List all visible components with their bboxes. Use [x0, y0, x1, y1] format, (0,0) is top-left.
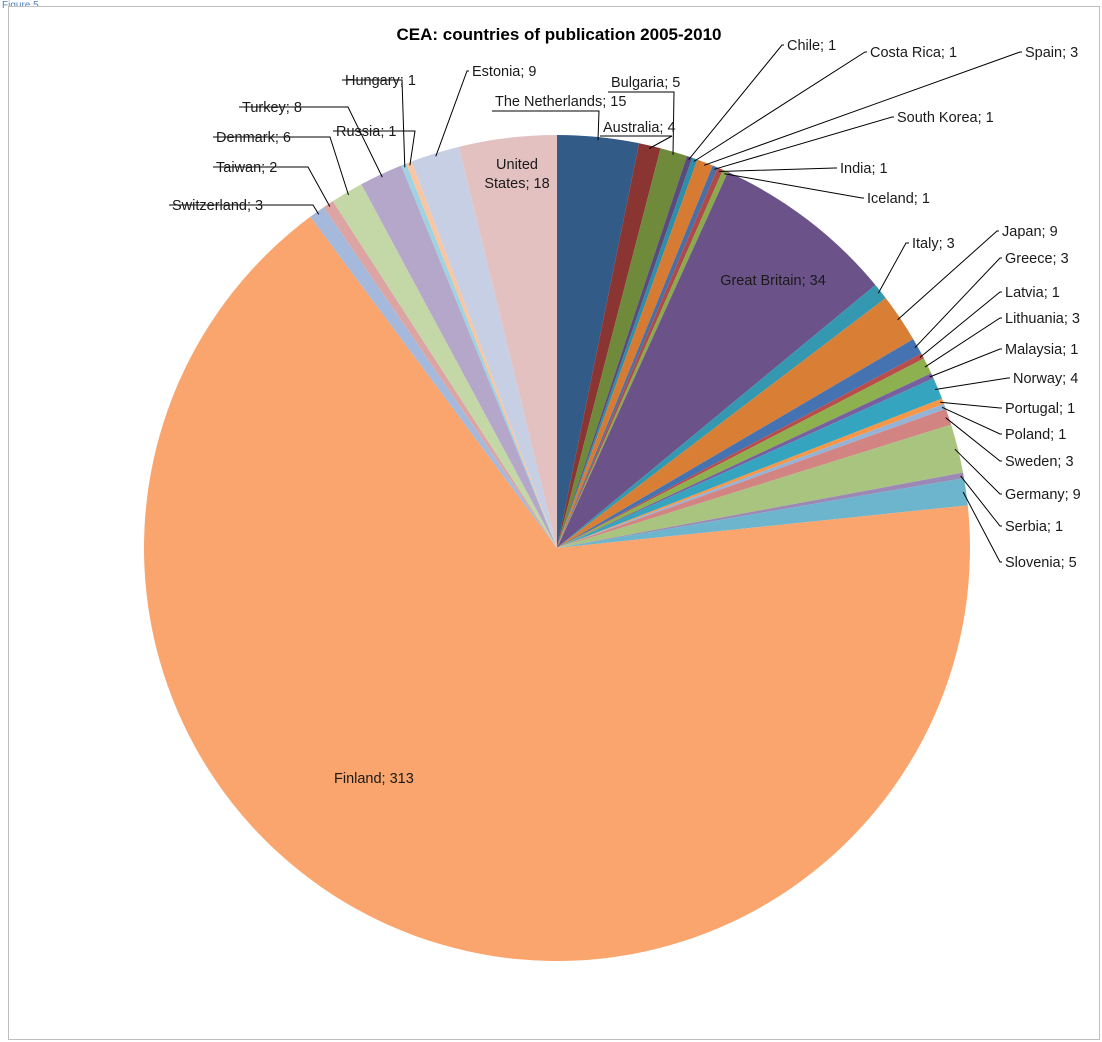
slice-japan: [557, 297, 914, 548]
leader-australia: [600, 135, 673, 149]
slice-norway: [557, 378, 943, 548]
slice-russia: [406, 161, 557, 548]
slice-south-korea: [557, 165, 718, 548]
leader-lithuania: [924, 317, 1002, 368]
slice-turkey: [361, 165, 557, 548]
label-india: India; 1: [840, 161, 888, 177]
slice-latvia: [557, 353, 924, 548]
slice-estonia: [411, 146, 557, 548]
label-estonia: Estonia; 9: [472, 64, 537, 80]
leader-the-netherlands: [492, 110, 600, 141]
slice-poland: [557, 403, 946, 548]
label-russia: Russia; 1: [336, 124, 396, 140]
label-switzerland: Switzerland; 3: [172, 198, 263, 214]
label-japan: Japan; 9: [1002, 224, 1058, 240]
label-finland: Finland; 313: [334, 771, 414, 787]
figure-label: Figure 5: [2, 0, 39, 11]
slice-chile: [557, 155, 693, 549]
leader-south-korea: [714, 116, 894, 170]
label-norway: Norway; 4: [1013, 371, 1078, 387]
label-south-korea: South Korea; 1: [897, 110, 994, 126]
slice-bulgaria: [557, 148, 687, 548]
label-greece: Greece; 3: [1005, 251, 1069, 267]
label-slovenia: Slovenia; 5: [1005, 555, 1077, 571]
leader-malaysia: [929, 348, 1002, 378]
leader-estonia: [435, 70, 469, 157]
label-spain: Spain; 3: [1025, 45, 1078, 61]
label-bulgaria: Bulgaria; 5: [611, 75, 680, 91]
leader-india: [719, 167, 837, 172]
slice-india: [557, 167, 723, 548]
leader-turkey: [239, 106, 383, 178]
label-portugal: Portugal; 1: [1005, 401, 1075, 417]
slice-italy: [557, 285, 886, 548]
leader-chile: [688, 44, 784, 161]
leader-italy: [877, 242, 909, 294]
leader-costa-rica: [693, 51, 867, 162]
slice-lithuania: [557, 358, 932, 548]
slice-spain: [557, 159, 713, 548]
slice-labels: The Netherlands; 15 Australia; 4 Bulgaria;…: [172, 38, 1081, 787]
leader-spain: [703, 51, 1022, 166]
label-costa-rica: Costa Rica; 1: [870, 45, 957, 61]
slice-the-netherlands: [557, 135, 640, 548]
leader-norway: [935, 377, 1010, 390]
leader-latvia: [919, 291, 1002, 358]
leader-serbia: [960, 475, 1002, 527]
slice-hungary: [401, 163, 557, 549]
leader-portugal: [940, 401, 1002, 409]
label-italy: Italy; 3: [912, 236, 955, 252]
leader-germany: [954, 448, 1002, 495]
label-malaysia: Malaysia; 1: [1005, 342, 1078, 358]
label-turkey: Turkey; 8: [242, 100, 302, 116]
slice-greece: [557, 339, 922, 548]
label-lithuania: Lithuania; 3: [1005, 311, 1080, 327]
label-latvia: Latvia; 1: [1005, 285, 1060, 301]
label-great-britain: Great Britain; 34: [720, 273, 826, 289]
leader-sweden: [945, 417, 1002, 462]
slice-switzerland: [310, 207, 557, 548]
pie-slices: [143, 135, 970, 961]
leader-bulgaria: [608, 91, 675, 155]
label-denmark: Denmark; 6: [216, 130, 291, 146]
leader-taiwan: [213, 166, 331, 207]
leader-slovenia: [962, 491, 1002, 563]
label-chile: Chile; 1: [787, 38, 836, 54]
slice-finland: [143, 216, 970, 961]
label-taiwan: Taiwan; 2: [216, 160, 277, 176]
leader-russia: [333, 130, 416, 166]
label-iceland: Iceland; 1: [867, 191, 930, 207]
slice-taiwan: [323, 201, 557, 548]
leader-lines: [169, 44, 1022, 563]
slice-serbia: [557, 472, 965, 548]
slice-portugal: [557, 398, 944, 548]
slice-costa-rica: [557, 157, 698, 548]
leader-denmark: [213, 136, 349, 196]
label-sweden: Sweden; 3: [1005, 454, 1074, 470]
chart-title: CEA: countries of publication 2005-2010: [397, 25, 722, 44]
slice-sweden: [557, 408, 952, 548]
label-united-states: United States; 18: [484, 157, 549, 192]
label-poland: Poland; 1: [1005, 427, 1066, 443]
slice-great-britain: [557, 172, 876, 548]
slice-denmark: [332, 184, 557, 549]
slice-germany: [557, 424, 964, 548]
label-germany: Germany; 9: [1005, 487, 1081, 503]
leader-switzerland: [169, 204, 320, 215]
leader-iceland: [724, 173, 864, 199]
slice-united-states: [458, 135, 557, 548]
slice-malaysia: [557, 373, 934, 548]
slice-slovenia: [557, 478, 968, 548]
label-the-netherlands: The Netherlands; 15: [495, 94, 626, 110]
label-australia: Australia; 4: [603, 120, 676, 136]
slice-iceland: [557, 169, 728, 548]
label-hungary: Hungary; 1: [345, 73, 416, 89]
leader-hungary: [342, 79, 406, 168]
leader-japan: [897, 230, 999, 321]
slice-australia: [557, 143, 661, 549]
leader-greece: [914, 257, 1002, 349]
leader-poland: [941, 406, 1002, 435]
label-serbia: Serbia; 1: [1005, 519, 1063, 535]
